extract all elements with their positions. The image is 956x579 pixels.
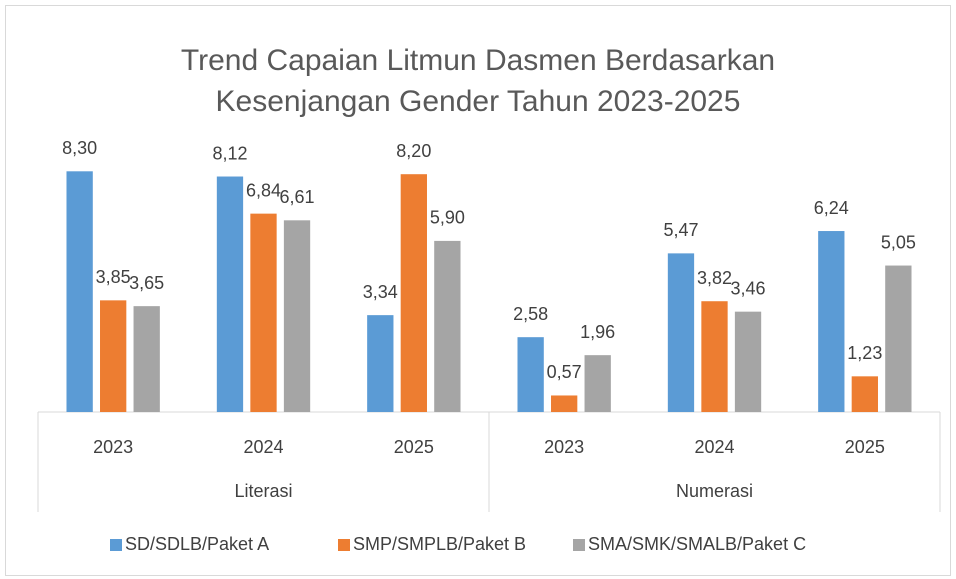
bar (283, 220, 311, 412)
data-label: 6,61 (280, 187, 315, 207)
x-tick-label: 2025 (394, 437, 434, 457)
chart-border (5, 5, 951, 576)
bar (885, 265, 912, 412)
bar (734, 311, 762, 412)
bar (517, 337, 544, 412)
x-tick-label: 2024 (243, 437, 283, 457)
data-label: 2,58 (513, 304, 548, 324)
legend-swatch (573, 539, 585, 551)
legend-label: SMP/SMPLB/Paket B (353, 534, 526, 554)
group-label: Literasi (234, 481, 292, 501)
bar (818, 231, 845, 412)
bar (133, 306, 160, 412)
bar (216, 176, 244, 412)
legend-label: SMA/SMK/SMALB/Paket C (588, 534, 806, 554)
x-tick-label: 2023 (93, 437, 133, 457)
group-label: Numerasi (676, 481, 753, 501)
data-label: 6,24 (814, 198, 849, 218)
x-tick-label: 2024 (694, 437, 734, 457)
data-label: 1,96 (580, 322, 615, 342)
chart-title: Trend Capaian Litmun Dasmen Berdasarkan … (180, 44, 776, 118)
data-label: 8,12 (212, 143, 247, 163)
data-label: 6,84 (246, 180, 281, 200)
bar (667, 253, 695, 412)
data-label: 3,85 (96, 267, 131, 287)
data-label: 0,57 (547, 362, 582, 382)
x-tick-label: 2025 (845, 437, 885, 457)
bar (851, 376, 878, 412)
bar (434, 240, 461, 412)
bar (400, 174, 427, 412)
data-label: 1,23 (847, 343, 882, 363)
bar (100, 300, 127, 412)
bar (584, 355, 611, 412)
bar (551, 395, 578, 412)
legend-swatch (110, 539, 122, 551)
data-label: 3,65 (129, 273, 164, 293)
x-tick-label: 2023 (544, 437, 584, 457)
legend-label: SD/SDLB/Paket A (125, 534, 269, 554)
data-label: 3,46 (731, 278, 766, 298)
bar (66, 171, 93, 412)
data-label: 3,82 (697, 268, 732, 288)
data-label: 5,47 (663, 220, 698, 240)
legend-swatch (338, 539, 350, 551)
data-label: 5,05 (881, 232, 916, 252)
data-label: 8,20 (396, 141, 431, 161)
data-label: 3,34 (363, 282, 398, 302)
bar (701, 301, 728, 412)
bar (367, 315, 394, 412)
data-label: 5,90 (430, 208, 465, 228)
bar (250, 213, 277, 412)
data-label: 8,30 (62, 138, 97, 158)
